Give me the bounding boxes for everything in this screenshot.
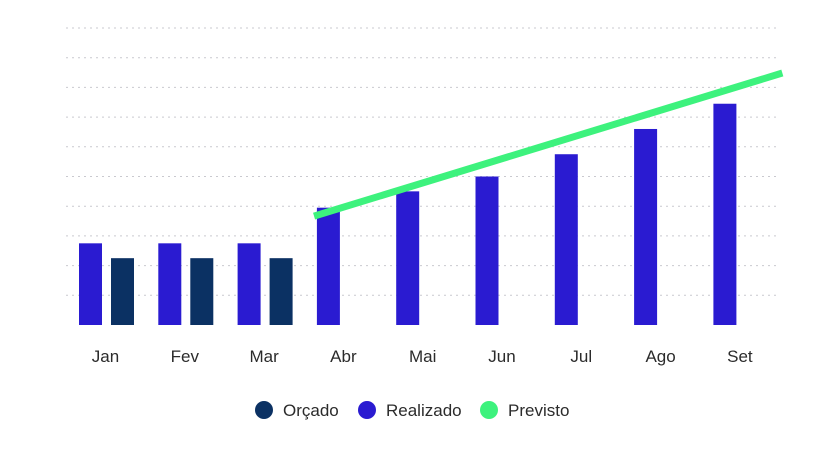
bar-realizado-fev <box>158 243 182 325</box>
x-tick-label-abr: Abr <box>330 347 357 366</box>
bar-orcado-jan <box>111 258 134 325</box>
bars-group <box>79 103 737 325</box>
x-tick-label-jul: Jul <box>570 347 592 366</box>
bar-realizado-set <box>713 103 737 325</box>
forecast-line-group <box>313 69 784 220</box>
legend-swatch-realizado <box>358 401 376 419</box>
legend-swatch-orcado <box>255 401 273 419</box>
legend: Orçado Realizado Previsto <box>255 401 569 420</box>
bar-realizado-jan <box>79 243 102 325</box>
x-tick-label-jun: Jun <box>488 347 515 366</box>
bar-realizado-ago <box>634 128 658 325</box>
bar-orcado-fev <box>190 258 214 325</box>
bar-realizado-abr <box>316 207 340 325</box>
legend-label-previsto: Previsto <box>508 401 569 420</box>
legend-label-realizado: Realizado <box>386 401 462 420</box>
gridlines <box>66 27 779 296</box>
x-tick-label-mai: Mai <box>409 347 436 366</box>
x-tick-label-mar: Mar <box>249 347 279 366</box>
x-axis-tick-labels: Jan Fev Mar Abr Mai Jun Jul Ago Set <box>92 347 753 366</box>
x-tick-label-set: Set <box>727 347 753 366</box>
x-tick-label-fev: Fev <box>171 347 200 366</box>
bar-realizado-jul <box>554 154 578 325</box>
legend-label-orcado: Orçado <box>283 401 339 420</box>
x-tick-label-jan: Jan <box>92 347 119 366</box>
legend-swatch-previsto <box>480 401 498 419</box>
bar-realizado-mai <box>396 191 420 325</box>
bar-realizado-mar <box>237 243 261 325</box>
bar-realizado-jun <box>475 176 499 325</box>
bar-orcado-mar <box>269 258 293 325</box>
x-tick-label-ago: Ago <box>645 347 675 366</box>
forecast-line-previsto <box>313 69 784 220</box>
